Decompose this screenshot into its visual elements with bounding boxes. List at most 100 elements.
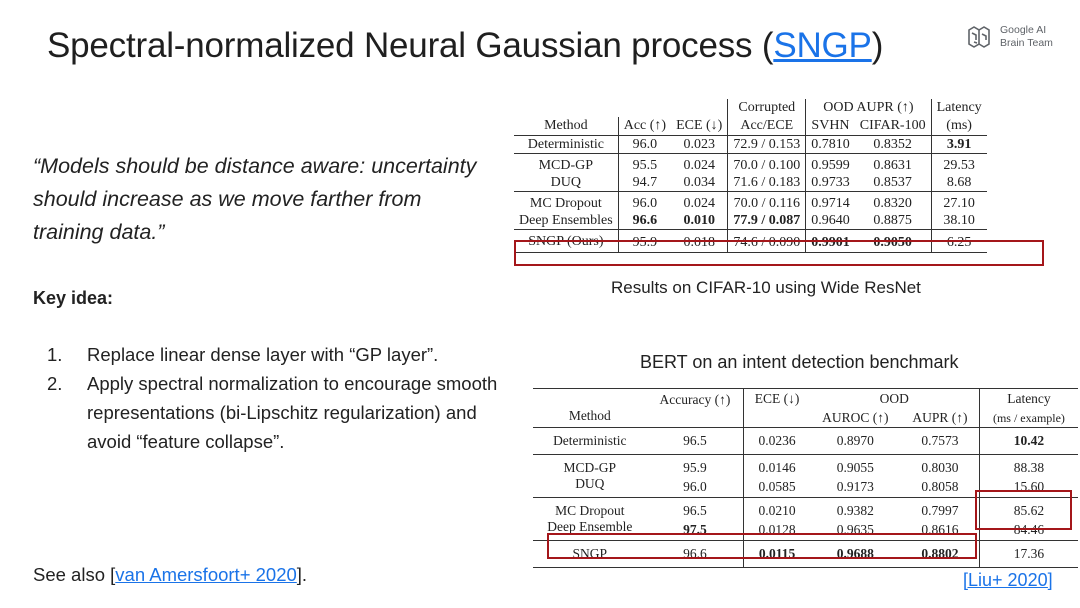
method-cell: Deep Ensembles	[519, 213, 613, 228]
reference: [Liu+ 2020]	[963, 570, 1053, 591]
table-row: Deterministic 96.0 0.023 72.9 / 0.153 0.…	[514, 135, 987, 154]
table-row: DUQ 96.0 0.0585 0.9173 0.8058 15.60	[533, 476, 1078, 498]
col-header-ood: OOD	[879, 390, 909, 406]
value-cell: 0.9382	[836, 503, 874, 518]
value-cell: 0.8352	[873, 137, 912, 152]
logo-line-2: Brain Team	[1000, 37, 1053, 49]
brain-icon	[968, 26, 990, 48]
value-cell: 3.91	[930, 135, 987, 154]
value-cell: 0.0115	[743, 540, 810, 568]
value-cell: 96.0	[617, 135, 672, 154]
method-cell: Deterministic	[553, 433, 627, 448]
value-cell: 0.010	[683, 213, 715, 228]
value-cell: 0.9050	[873, 235, 912, 250]
value-cell: 27.10	[930, 191, 987, 212]
table-row: MCD-GP 95.5 0.024 70.0 / 0.100 0.9599 0.…	[514, 153, 987, 174]
method-cell: Deep Ensemble	[547, 519, 633, 534]
col-header-latency: Latency	[978, 388, 1078, 408]
value-cell: 96.0	[617, 191, 672, 212]
method-cell: MC Dropout	[555, 503, 625, 518]
method-cell: MC Dropout	[529, 196, 602, 211]
value-cell: 17.36	[978, 540, 1078, 568]
value-cell: 97.5	[683, 521, 707, 537]
google-ai-logo: Google AI Brain Team	[962, 20, 1072, 60]
value-cell: 0.0236	[743, 427, 810, 455]
list-item: 2. Apply spectral normalization to encour…	[47, 369, 507, 456]
value-cell: 0.0128	[743, 519, 810, 541]
value-cell: 95.9	[683, 460, 707, 475]
list-text: Replace linear dense layer with “GP laye…	[87, 344, 439, 365]
title-text: Spectral-normalized Neural Gaussian proc…	[47, 26, 774, 65]
logo-line-1: Google AI	[1000, 24, 1047, 36]
value-cell: 85.62	[978, 497, 1078, 519]
value-cell: 10.42	[978, 427, 1078, 455]
col-header-ood: OOD AUPR (↑)	[805, 99, 932, 117]
table2-caption: BERT on an intent detection benchmark	[640, 352, 959, 372]
value-cell: 0.9714	[805, 191, 855, 212]
col-header-cifar100: CIFAR-100	[859, 118, 926, 133]
liu-2020-link[interactable]: [Liu+ 2020]	[963, 570, 1053, 590]
table-row: MCD-GP 95.9 0.0146 0.9055 0.8030 88.38	[533, 454, 1078, 476]
col-header-ece: ECE (↓)	[676, 118, 723, 133]
col-header-svhn: SVHN	[805, 117, 855, 136]
sngp-link[interactable]: SNGP	[773, 26, 872, 65]
value-cell: 0.7997	[921, 503, 959, 518]
latency-highlight-box	[975, 490, 1072, 530]
value-cell: 0.8631	[873, 158, 912, 173]
value-cell: 0.034	[683, 175, 715, 190]
col-header-accuracy: Accuracy (↑)	[659, 392, 731, 407]
method-cell: Deterministic	[527, 137, 604, 152]
col-header-acc: Acc (↑)	[617, 117, 672, 136]
value-cell: 0.018	[683, 235, 715, 250]
ref-link-text: Liu+ 2020	[968, 570, 1048, 590]
method-cell: MCD-GP	[538, 158, 594, 173]
key-idea-list: 1. Replace linear dense layer with “GP la…	[47, 340, 507, 456]
value-cell: 70.0 / 0.100	[727, 153, 806, 174]
value-cell: 0.023	[683, 137, 715, 152]
value-cell: 0.8320	[873, 196, 912, 211]
sngp-row-highlight-box	[547, 533, 977, 559]
method-cell: DUQ	[550, 175, 582, 190]
sngp-highlight-box	[514, 240, 1044, 266]
value-cell: 0.9635	[836, 521, 874, 537]
value-cell: 38.10	[930, 212, 987, 230]
value-cell: 0.9640	[805, 212, 855, 230]
see-also: See also [van Amersfoort+ 2020].	[33, 564, 307, 586]
value-cell: 96.5	[683, 503, 707, 518]
title-close-paren: )	[871, 26, 884, 65]
col-header-ms: (ms)	[930, 117, 987, 136]
value-cell: 15.60	[978, 476, 1078, 498]
value-cell: 0.024	[683, 196, 715, 211]
value-cell: 96.6	[617, 212, 672, 230]
value-cell: 0.7573	[921, 433, 959, 448]
value-cell: 0.0146	[743, 454, 810, 476]
table-row: MC Dropout 96.5 0.0210 0.9382 0.7997 85.…	[533, 497, 1078, 519]
key-idea-heading: Key idea:	[33, 288, 114, 308]
col-header-method: Method	[544, 118, 588, 133]
value-cell: 8.68	[930, 174, 987, 192]
ref-open-bracket: [	[963, 570, 969, 590]
table-row: Deterministic 96.5 0.0236 0.8970 0.7573 …	[533, 427, 1078, 455]
cifar10-results-table: Corrupted OOD AUPR (↑) Latency Method Ac…	[514, 99, 987, 253]
value-cell: 0.8875	[873, 213, 912, 228]
value-cell: 70.0 / 0.116	[727, 191, 806, 212]
value-cell: 71.6 / 0.183	[727, 174, 806, 192]
list-text: Apply spectral normalization to encourag…	[87, 373, 498, 452]
ref-close-bracket: ]	[1047, 570, 1053, 590]
col-header-acc-ece: Acc/ECE	[727, 117, 806, 136]
value-cell: 95.5	[617, 153, 672, 174]
col-header-ms-example: (ms / example)	[978, 408, 1078, 428]
list-item: 1. Replace linear dense layer with “GP la…	[47, 340, 507, 369]
value-cell: 96.0	[683, 478, 707, 494]
van-amersfoort-link[interactable]: van Amersfoort+ 2020	[115, 564, 297, 585]
col-header-method: Method	[568, 408, 611, 423]
slide-title: Spectral-normalized Neural Gaussian proc…	[47, 26, 883, 66]
value-cell: 0.9173	[836, 478, 874, 494]
col-header-ece: ECE (↓)	[743, 388, 810, 408]
col-header-latency: Latency	[930, 99, 987, 117]
value-cell: 72.9 / 0.153	[727, 135, 806, 154]
col-header-auroc: AUROC (↑)	[822, 409, 889, 425]
value-cell: 88.38	[978, 454, 1078, 476]
value-cell: 0.9733	[805, 174, 855, 192]
value-cell: 0.0585	[743, 476, 810, 498]
